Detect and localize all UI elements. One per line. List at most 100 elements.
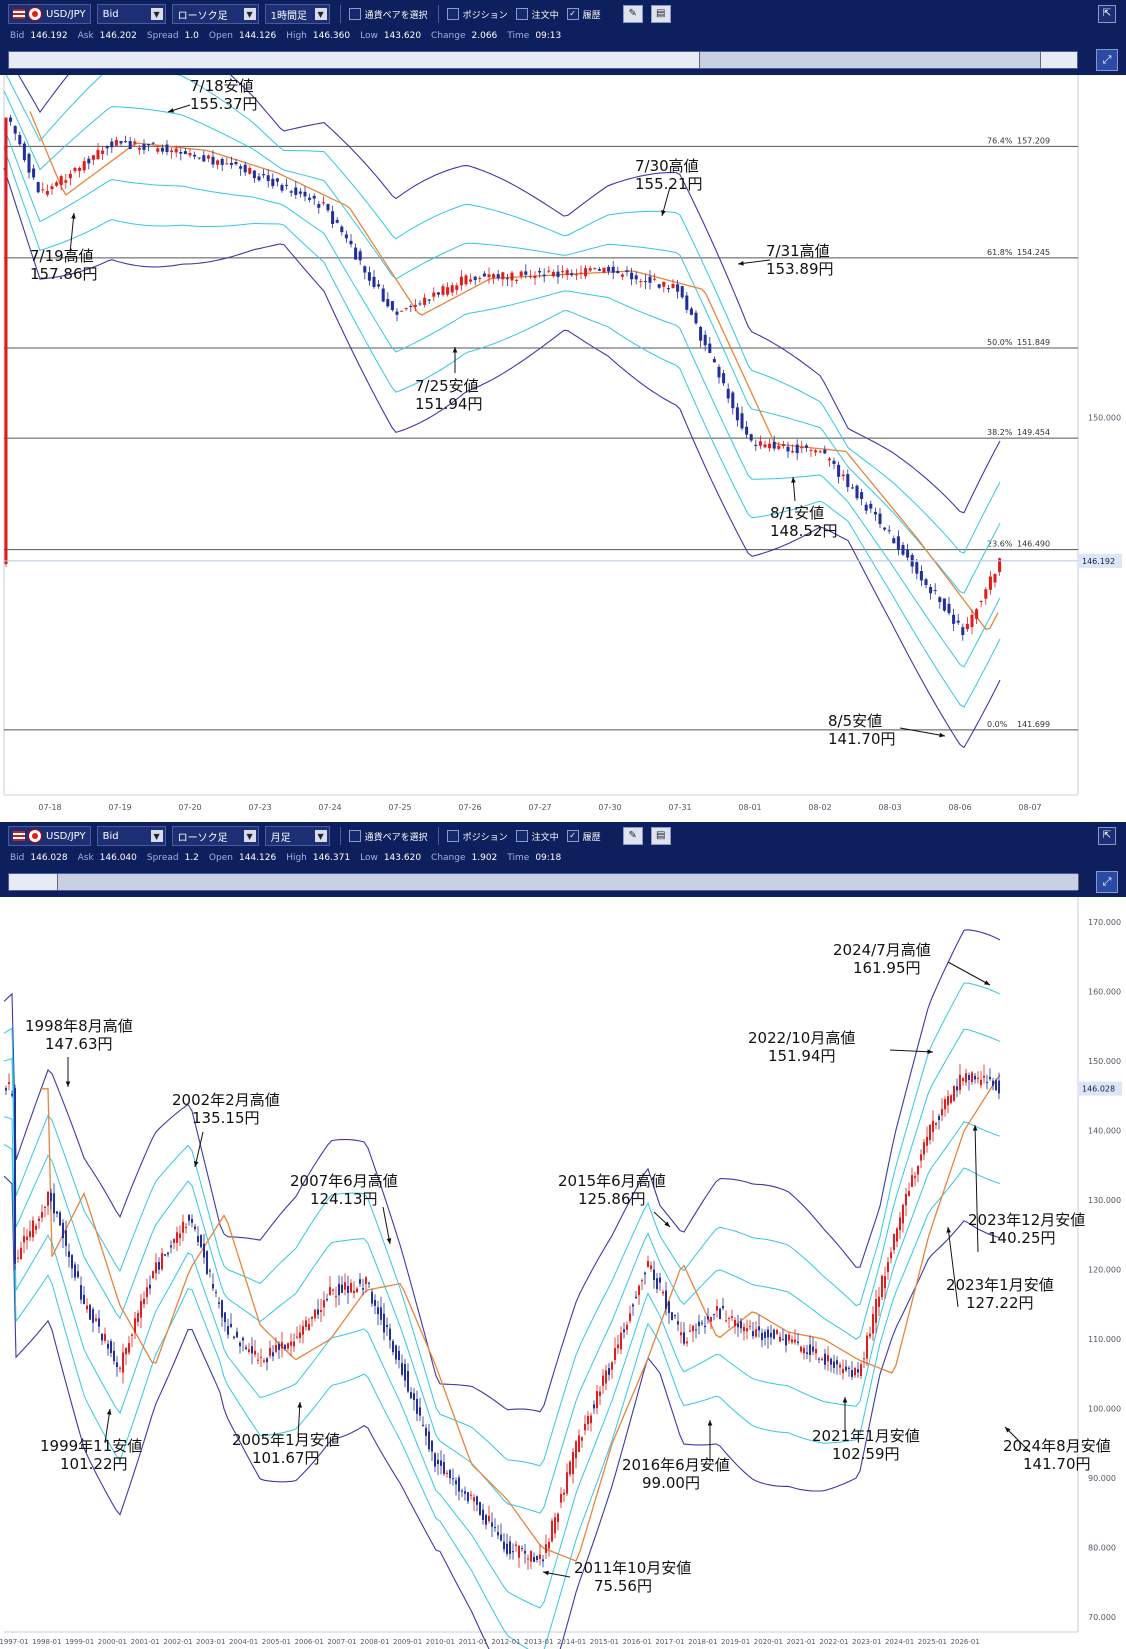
expand-icon[interactable]: ⤢ bbox=[1096, 871, 1118, 893]
candle-body bbox=[607, 266, 611, 272]
candle-body bbox=[332, 1289, 334, 1291]
high-label: High bbox=[286, 853, 307, 863]
candle-body bbox=[623, 1329, 625, 1333]
expand-icon[interactable]: ⤢ bbox=[1096, 49, 1118, 71]
candle-body bbox=[87, 158, 91, 164]
annotation-arrow-head bbox=[738, 260, 744, 266]
price-type-dropdown[interactable]: Bid ▼ bbox=[96, 826, 166, 846]
select-pair-checkbox[interactable] bbox=[348, 8, 361, 20]
monthly-candle-chart[interactable]: 146.028 170.000 160.000 150.000 140.000 130.0… bbox=[0, 897, 1126, 1649]
current-price-label: 146.192 bbox=[1082, 557, 1115, 566]
range-navigator[interactable] bbox=[8, 51, 1078, 69]
candle-body bbox=[92, 1309, 94, 1323]
timeframe-dropdown[interactable]: 1時間足 ▼ bbox=[264, 4, 330, 24]
candle-body bbox=[743, 1326, 745, 1332]
position-checkbox[interactable] bbox=[446, 830, 459, 842]
candle-body bbox=[929, 1124, 931, 1141]
candle-body bbox=[959, 1074, 961, 1091]
history-checkbox[interactable]: ✓ bbox=[566, 8, 579, 20]
toolbar-divider bbox=[437, 5, 439, 23]
bollinger-lower-outer bbox=[3, 1175, 1001, 1649]
time-label: Time bbox=[507, 31, 530, 41]
time-value: 09:18 bbox=[535, 853, 562, 863]
candle-body bbox=[152, 1271, 154, 1279]
time-axis-label: 2009-01 bbox=[393, 1638, 422, 1646]
candle-body bbox=[588, 268, 592, 271]
range-navigator[interactable] bbox=[8, 873, 1079, 891]
order-checkbox[interactable] bbox=[515, 8, 528, 20]
candle-body bbox=[632, 1304, 634, 1307]
candle-body bbox=[719, 1308, 721, 1320]
candle-body bbox=[422, 1424, 424, 1426]
layout-icon[interactable]: ▤ bbox=[650, 5, 671, 23]
candle-body bbox=[528, 276, 532, 278]
toolbar-divider bbox=[339, 5, 341, 23]
candle-body bbox=[434, 1453, 436, 1467]
drawing-tool-icon[interactable]: ✎ bbox=[622, 5, 643, 23]
price-axis-label: 80.000 bbox=[1088, 1544, 1116, 1553]
position-label: ポジション bbox=[462, 10, 508, 21]
time-axis-label: 2008-01 bbox=[360, 1638, 389, 1646]
candle-body bbox=[263, 1360, 265, 1362]
position-checkbox[interactable] bbox=[446, 8, 459, 20]
candle-body bbox=[225, 163, 229, 165]
candle-body bbox=[634, 275, 638, 280]
price-type-dropdown[interactable]: Bid ▼ bbox=[96, 4, 166, 24]
timeframe-value: 月足 bbox=[270, 832, 291, 844]
candle-body bbox=[608, 1368, 610, 1375]
candle-body bbox=[113, 1350, 115, 1362]
candle-body bbox=[390, 301, 394, 311]
candle-body bbox=[791, 1339, 793, 1343]
candle-body bbox=[803, 1348, 805, 1354]
candle-body bbox=[119, 1367, 121, 1369]
select-pair-checkbox[interactable] bbox=[348, 830, 361, 842]
candle-body bbox=[133, 141, 137, 144]
candle-body bbox=[170, 1245, 172, 1248]
candle-body bbox=[509, 1541, 511, 1555]
drawing-tool-icon[interactable]: ✎ bbox=[622, 827, 643, 845]
candle-body bbox=[47, 1191, 49, 1206]
time-axis-label: 2010-01 bbox=[426, 1638, 455, 1646]
candle-body bbox=[767, 1329, 769, 1338]
annotation-arrow-head bbox=[452, 347, 458, 353]
collapse-icon[interactable]: ⇱ bbox=[1098, 827, 1116, 845]
timeframe-dropdown[interactable]: 月足 ▼ bbox=[264, 826, 330, 846]
order-checkbox[interactable] bbox=[515, 830, 528, 842]
timeframe-value: 1時間足 bbox=[270, 10, 307, 22]
time-axis-label: 2002-01 bbox=[163, 1638, 192, 1646]
candle-body bbox=[218, 1302, 220, 1304]
candle-body bbox=[883, 527, 887, 530]
collapse-icon[interactable]: ⇱ bbox=[1098, 5, 1116, 23]
time-axis-label: 2007-01 bbox=[327, 1638, 356, 1646]
candle-body bbox=[961, 627, 965, 635]
candle-body bbox=[524, 271, 528, 275]
candle-body bbox=[873, 511, 877, 515]
candle-body bbox=[896, 536, 900, 550]
candle-body bbox=[614, 1348, 616, 1360]
candle-body bbox=[942, 598, 946, 611]
candle-body bbox=[809, 449, 813, 451]
candle-body bbox=[395, 311, 399, 315]
time-value: 09:13 bbox=[535, 31, 562, 41]
layout-icon[interactable]: ▤ bbox=[650, 827, 671, 845]
annotation-arrow-head bbox=[927, 1049, 933, 1055]
candle-body bbox=[650, 1265, 652, 1270]
range-selection-handle[interactable] bbox=[57, 874, 1079, 890]
hourly-candle-chart[interactable]: 76.4% 157.209 61.8% 154.245 50.0% 151.849 38.2… bbox=[0, 75, 1126, 820]
time-axis-label: 08-07 bbox=[1018, 803, 1041, 812]
range-selection-handle[interactable] bbox=[699, 52, 1041, 68]
chart-type-dropdown[interactable]: ローソク足 ▼ bbox=[171, 4, 259, 24]
candle-body bbox=[872, 1314, 874, 1334]
annotation-arrow-head bbox=[946, 1227, 952, 1233]
candle-body bbox=[299, 1332, 301, 1339]
candle-body bbox=[140, 1301, 142, 1318]
symbol-selector[interactable]: USD/JPY bbox=[8, 826, 91, 846]
history-checkbox[interactable]: ✓ bbox=[566, 830, 579, 842]
candle-body bbox=[227, 1326, 229, 1335]
candle-body bbox=[354, 247, 358, 260]
candle-body bbox=[779, 1336, 781, 1342]
symbol-selector[interactable]: USD/JPY bbox=[8, 4, 91, 24]
candle-body bbox=[503, 1541, 505, 1550]
annotation-arrow bbox=[947, 961, 991, 986]
chart-type-dropdown[interactable]: ローソク足 ▼ bbox=[171, 826, 259, 846]
